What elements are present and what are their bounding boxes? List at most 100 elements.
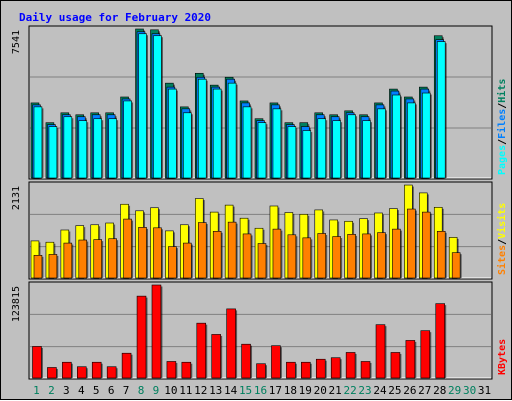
bar-pages-day-21	[332, 120, 341, 179]
bar-sites-day-25	[392, 228, 401, 279]
legend-entry-hits: Hits	[496, 79, 508, 103]
bar-kbytes-day-17	[271, 345, 281, 379]
bar-kbytes-day-11	[181, 361, 192, 379]
bar-pages-day-15	[242, 106, 252, 179]
bar-sites-day-16	[257, 243, 267, 279]
bar-kbytes-day-28	[435, 303, 445, 379]
legend-entry-files: Files	[496, 109, 508, 139]
x-tick-label: 2	[48, 384, 55, 397]
bar-sites-day-3	[63, 242, 73, 279]
x-tick-label: 28	[433, 384, 446, 397]
x-tick-label: 7	[123, 384, 130, 397]
bar-kbytes-day-10	[166, 361, 177, 379]
bar-pages-day-19	[302, 130, 312, 179]
bar-sites-day-27	[422, 211, 431, 279]
bar-sites-day-20	[317, 233, 327, 279]
bar-sites-day-8	[138, 227, 147, 279]
bar-sites-day-4	[78, 239, 88, 279]
bar-pages-day-25	[392, 94, 401, 179]
bar-sites-day-29	[451, 252, 461, 279]
x-tick-label: 23	[358, 384, 371, 397]
bar-sites-day-22	[347, 234, 356, 279]
bar-kbytes-day-4	[77, 366, 87, 379]
bar-sites-day-2	[48, 254, 58, 279]
x-tick-label: 12	[194, 384, 207, 397]
bar-pages-day-14	[227, 82, 237, 179]
x-tick-label: 8	[138, 384, 145, 397]
bar-pages-day-22	[347, 114, 356, 179]
x-tick-label: 9	[153, 384, 160, 397]
bar-sites-day-12	[197, 222, 207, 279]
x-tick-label: 13	[209, 384, 222, 397]
bar-pages-day-20	[317, 118, 327, 179]
bar-kbytes-day-22	[345, 352, 356, 379]
bar-kbytes-day-15	[241, 343, 251, 379]
x-tick-label: 20	[314, 384, 327, 397]
x-tick-label: 14	[224, 384, 238, 397]
bar-pages-day-26	[407, 102, 416, 179]
legend-kbytes: KBytes	[497, 339, 508, 375]
legend-pages-files-hits: Pages/Files/Hits	[496, 79, 508, 175]
bar-pages-day-4	[78, 120, 88, 179]
x-tick-label: 11	[179, 384, 192, 397]
bar-kbytes-day-26	[405, 340, 416, 379]
bar-sites-day-15	[242, 233, 252, 279]
y-max-label: 123815	[11, 286, 22, 322]
bar-kbytes-day-8	[136, 295, 147, 379]
bar-kbytes-day-13	[211, 334, 221, 379]
bar-kbytes-day-19	[301, 361, 311, 379]
x-tick-label: 17	[269, 384, 282, 397]
bar-pages-day-7	[123, 100, 132, 179]
bar-sites-day-9	[153, 227, 162, 279]
x-tick-label: 21	[329, 384, 342, 397]
legend-entry-pages: Pages	[497, 145, 508, 175]
bar-sites-day-28	[436, 231, 446, 279]
x-tick-label: 10	[164, 384, 177, 397]
bar-pages-day-17	[272, 108, 282, 179]
bar-pages-day-23	[362, 120, 371, 179]
legend-sites-visits: Sites/Visits	[496, 203, 508, 275]
legend-entry-visits: Visits	[496, 203, 508, 239]
bar-sites-day-6	[108, 238, 117, 279]
x-tick-label: 26	[403, 384, 416, 397]
chart-title: Daily usage for February 2020	[19, 11, 211, 24]
bar-sites-day-19	[302, 237, 312, 279]
legend-entry-sites: Sites	[496, 245, 508, 275]
bar-sites-day-26	[407, 208, 416, 279]
y-max-label: 2131	[11, 186, 22, 210]
bar-pages-day-24	[377, 108, 386, 179]
x-tick-label: 19	[299, 384, 312, 397]
bar-kbytes-day-25	[390, 352, 401, 379]
legend-entry-sep1: /	[497, 139, 508, 145]
x-tick-label: 4	[78, 384, 85, 397]
bar-kbytes-day-24	[375, 324, 386, 379]
bar-sites-day-17	[272, 228, 282, 279]
bar-sites-day-11	[183, 242, 192, 279]
bar-kbytes-day-2	[47, 367, 57, 379]
bar-sites-day-5	[93, 239, 102, 279]
bar-kbytes-day-3	[62, 361, 72, 379]
bar-kbytes-day-6	[106, 366, 117, 379]
legend-entry-sep2: /	[497, 103, 508, 109]
bar-pages-day-8	[138, 33, 147, 179]
bar-pages-day-3	[63, 116, 73, 179]
bar-pages-day-5	[93, 118, 102, 179]
x-tick-label: 15	[239, 384, 252, 397]
bar-kbytes-day-7	[121, 352, 132, 379]
bar-kbytes-day-18	[286, 361, 296, 379]
bar-sites-day-7	[123, 218, 132, 279]
legend-entry-sep3: /	[497, 239, 508, 245]
bar-kbytes-day-20	[315, 358, 326, 379]
bar-kbytes-day-5	[91, 361, 102, 379]
bar-pages-day-12	[197, 78, 207, 179]
bar-kbytes-day-12	[196, 322, 207, 379]
bar-pages-day-27	[422, 92, 431, 179]
bar-sites-day-14	[227, 221, 237, 279]
x-tick-label: 22	[343, 384, 356, 397]
bar-kbytes-day-21	[330, 357, 341, 379]
x-tick-label: 5	[93, 384, 100, 397]
bar-pages-day-28	[436, 41, 446, 179]
legend-entry-kbytes: KBytes	[497, 339, 508, 375]
